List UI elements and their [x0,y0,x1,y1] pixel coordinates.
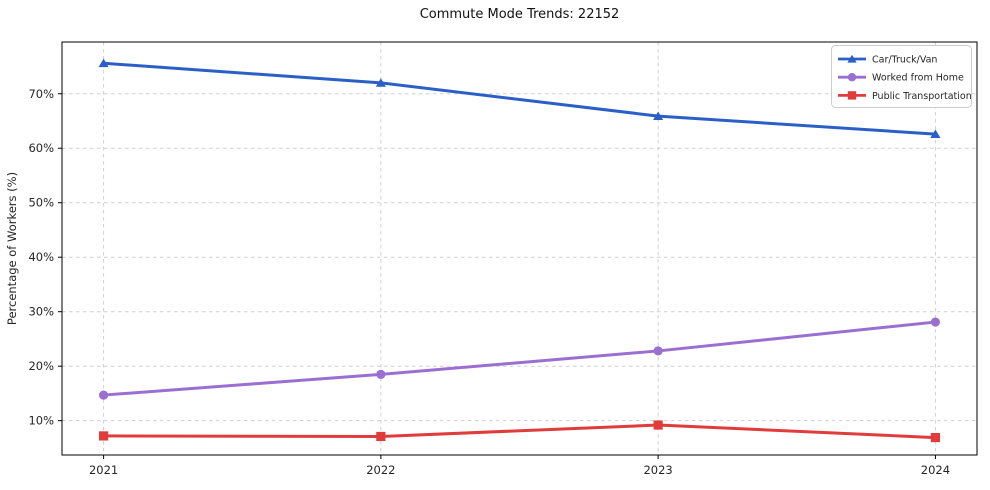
data-point-marker [930,129,941,138]
data-point-marker [98,58,109,68]
data-point-marker [376,431,386,442]
series-car-truck-van [98,58,941,138]
data-point-marker [376,369,386,379]
x-tick-label: 2021 [89,463,118,477]
series-line [102,320,937,397]
data-point-marker [930,432,941,443]
data-point-marker [98,431,109,441]
axis-ticks [58,93,936,459]
series-public-transportation [98,420,941,443]
y-tick-label: 60% [28,141,54,155]
plot-frame [61,41,978,456]
legend-label: Worked from Home [872,73,964,84]
data-point-marker [930,317,941,327]
x-tick-label: 2024 [921,463,950,477]
x-tick-label: 2022 [366,463,395,477]
legend-marker [847,91,857,100]
y-tick-label: 10% [28,414,54,428]
y-tick-label: 20% [28,359,54,373]
y-tick-label: 40% [28,250,54,264]
legend-marker [847,73,857,82]
gridlines [62,42,977,455]
legend: Car/Truck/Van Worked from Home Public Tran… [831,45,972,108]
legend-item: Worked from Home [838,73,964,84]
series-line [102,61,937,136]
data-point-marker [98,390,109,400]
data-point-marker [653,111,664,121]
legend-marker [847,54,857,63]
legend-label: Car/Truck/Van [872,55,937,66]
data-point-marker [653,420,663,430]
data-point-marker [375,78,386,87]
y-tick-label: 30% [28,305,54,319]
legend-item: Public Transportation [838,91,972,102]
axis-labels: 10% 20% 30% 40% 50% 60% 70% 2021 2022 2023 2024 [28,87,950,477]
y-tick-label: 50% [28,196,54,210]
series-line [102,423,937,440]
legend-box [831,45,972,108]
x-tick-label: 2023 [643,463,672,477]
y-tick-label: 70% [28,87,54,101]
data-point-marker [653,346,663,356]
chart-title: Commute Mode Trends: 22152 [419,7,620,22]
legend-label: Public Transportation [872,91,972,102]
y-axis-label: Percentage of Workers (%) [5,172,19,325]
legend-item: Car/Truck/Van [838,55,937,66]
series-worked-from-home [98,317,941,400]
